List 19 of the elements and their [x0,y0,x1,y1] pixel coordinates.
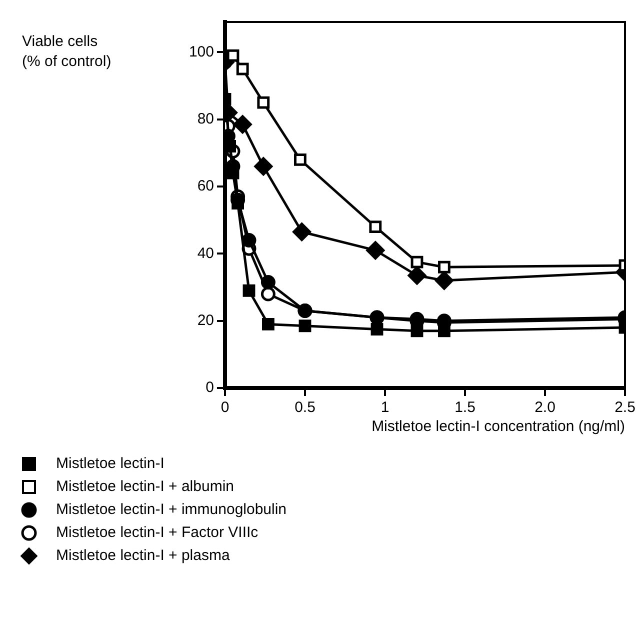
legend-label: Mistletoe lectin-I + immunoglobulin [56,501,287,518]
text: Viable cells (% of control) [22,32,112,72]
x-tick-label: 0.5 [294,399,316,416]
y-tick-label: 20 [197,312,214,329]
y-tick-label: 60 [197,178,214,195]
legend-label: Mistletoe lectin-I [56,455,164,472]
y-tick-label: 0 [206,379,214,396]
legend-label: Mistletoe lectin-I + plasma [56,547,230,564]
y-tick-label: 40 [197,244,214,262]
x-tick-label: 2.0 [534,399,556,416]
legend-label: Mistletoe lectin-I + Factor VIIIc [56,524,258,541]
x-tick-label: 1 [380,399,390,416]
y-tick-label: 80 [197,110,214,128]
x-tick-label: 0 [220,399,230,416]
legend-label: Mistletoe lectin-I + albumin [56,478,234,495]
y-tick-label: 100 [188,43,214,60]
x-tick-label: 1.5 [454,399,476,416]
x-tick-label: 2.5 [614,399,636,416]
x-axis-title: Mistletoe lectin-I concentration (ng/ml) [372,418,625,436]
